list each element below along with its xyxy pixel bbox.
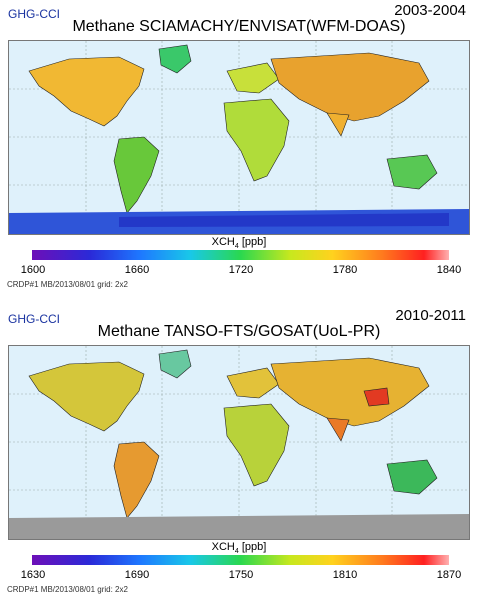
colorbar-tick: 1780: [332, 264, 358, 276]
brand-label: GHG-CCI: [8, 7, 60, 21]
south-america: [113, 136, 160, 214]
world-map: [8, 40, 470, 235]
africa: [223, 98, 290, 182]
asia: [270, 357, 430, 427]
colorbar-tick: 1660: [124, 264, 150, 276]
credit-line: CRDP#1 MB/2013/08/01 grid: 2x2: [7, 280, 128, 289]
colorbar-tick: 1600: [20, 264, 46, 276]
australia: [386, 459, 438, 495]
australia: [386, 154, 438, 190]
period-label: 2010-2011: [395, 307, 466, 324]
asia: [270, 52, 430, 122]
map-title: Methane TANSO-FTS/GOSAT(UoL-PR): [97, 323, 381, 340]
world-map: [8, 345, 470, 540]
india: [326, 112, 350, 137]
colorbar-tick: 1840: [436, 264, 462, 276]
colorbar-tick: 1720: [228, 264, 254, 276]
map-title: Methane SCIAMACHY/ENVISAT(WFM-DOAS): [72, 18, 406, 35]
colorbar-tick: 1630: [20, 569, 46, 581]
colorbar-label: XCH4 [ppb]: [211, 541, 267, 556]
brand-label: GHG-CCI: [8, 312, 60, 326]
colorbar: [32, 555, 449, 565]
map-panel-2010-2011: GHG-CCI 2010-2011 Methane TANSO-FTS/GOSA…: [0, 305, 478, 605]
greenland: [158, 349, 192, 379]
colorbar-tick: 1750: [228, 569, 254, 581]
colorbar-label: XCH4 [ppb]: [211, 236, 267, 251]
colorbar-tick: 1810: [332, 569, 358, 581]
north-america: [28, 361, 145, 432]
greenland: [158, 44, 192, 74]
colorbar-tick: 1870: [436, 569, 462, 581]
period-label: 2003-2004: [394, 2, 466, 19]
india: [326, 417, 350, 442]
africa: [223, 403, 290, 487]
europe: [226, 367, 280, 399]
europe: [226, 62, 280, 94]
map-panel-2003-2004: GHG-CCI 2003-2004 Methane SCIAMACHY/ENVI…: [0, 0, 478, 300]
south-america: [113, 441, 160, 519]
antarctica: [9, 514, 469, 539]
colorbar-tick: 1690: [124, 569, 150, 581]
colorbar: [32, 250, 449, 260]
north-america: [28, 56, 145, 127]
credit-line: CRDP#1 MB/2013/08/01 grid: 2x2: [7, 585, 128, 594]
